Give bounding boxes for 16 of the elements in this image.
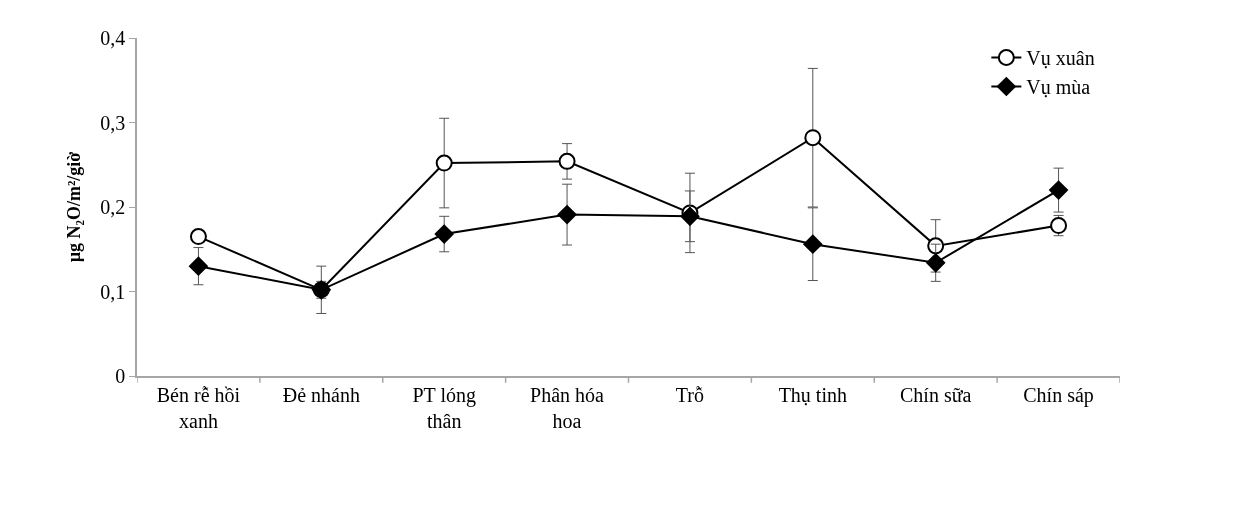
- x-tick-label: Chín sữa: [899, 383, 972, 406]
- x-tick-label: PT lóng thân: [412, 383, 476, 432]
- x-tick-label: Đẻ nhánh: [282, 383, 360, 406]
- y-tick-label: 0,4: [100, 27, 126, 49]
- legend-label: Vụ xuân: [1026, 47, 1095, 70]
- y-tick-label: 0,1: [100, 280, 126, 303]
- y-tick-label: 0,2: [100, 196, 126, 218]
- x-tick-label: Chín sáp: [1023, 383, 1094, 407]
- legend-label: Vụ mùa: [1026, 76, 1091, 99]
- x-tick-label: Thụ tinh: [778, 383, 847, 406]
- y-axis-title: µg N₂O/m²/giờ: [63, 151, 84, 263]
- x-tick-label: Bén rễ hồi xanh: [156, 383, 241, 432]
- y-tick-label: 0: [115, 365, 126, 387]
- x-tick-label: Trỗ: [675, 383, 705, 406]
- x-tick-label: Phân hóa hoa: [530, 383, 605, 432]
- y-tick-label: 0,3: [100, 111, 126, 134]
